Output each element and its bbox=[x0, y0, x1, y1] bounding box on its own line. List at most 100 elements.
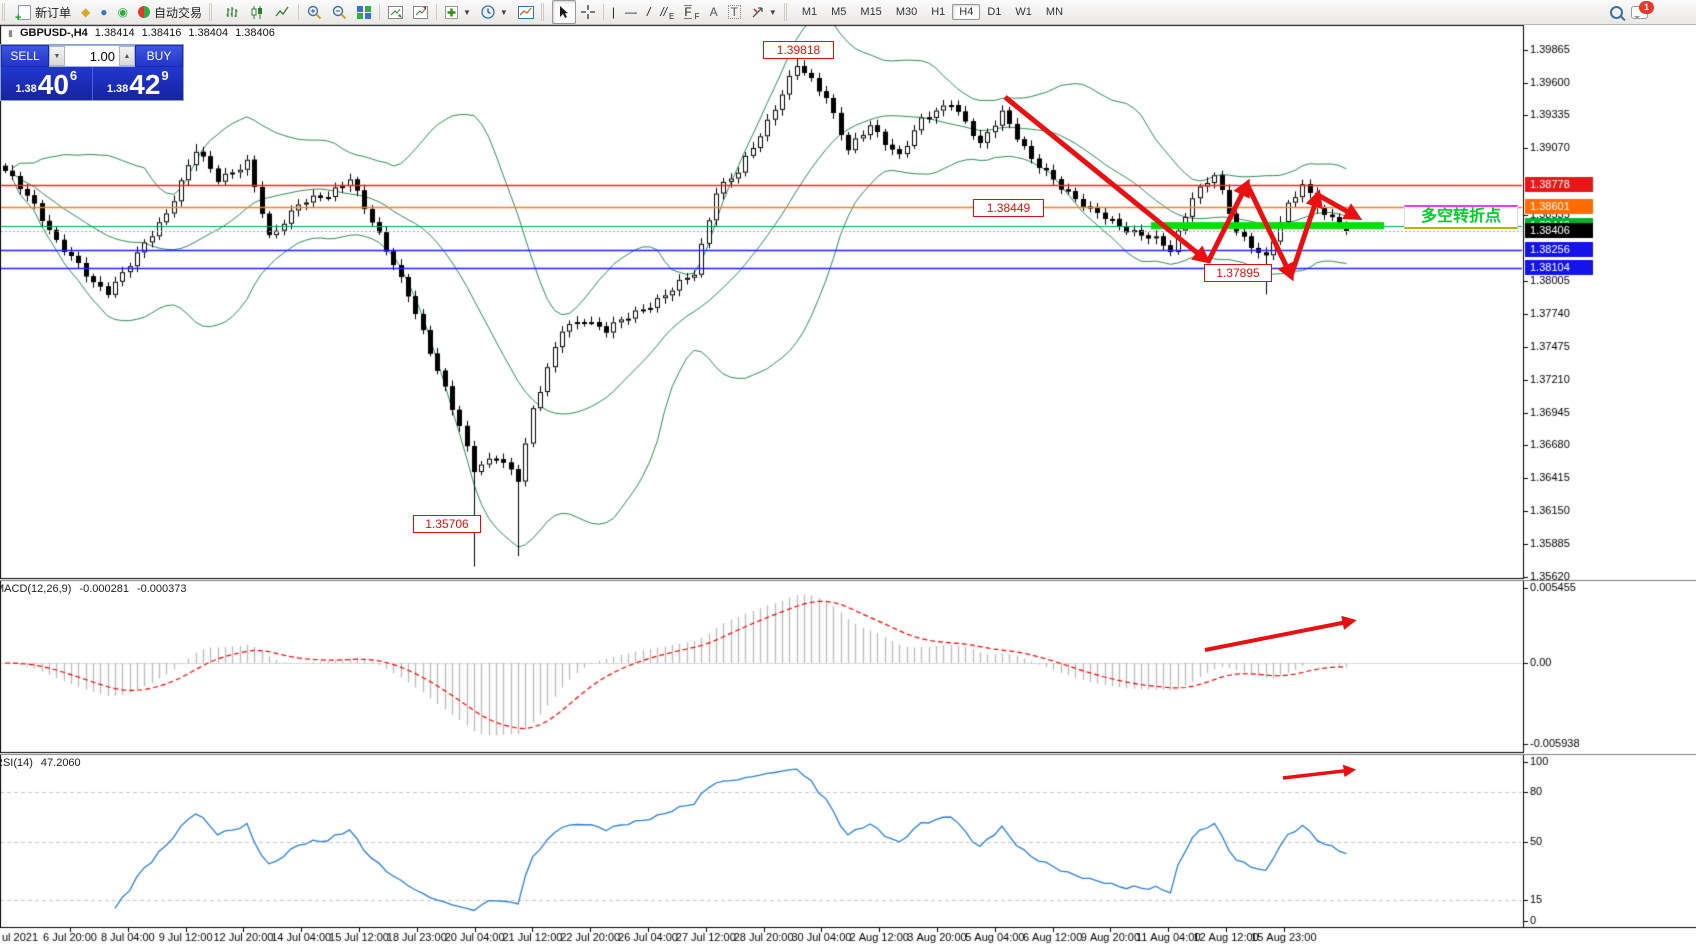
text-tool[interactable]: A bbox=[709, 5, 718, 19]
volume-up-button[interactable]: ▲ bbox=[119, 46, 135, 66]
zoom-in-icon bbox=[307, 5, 322, 19]
symbol-label: GBPUSD-,H4 bbox=[19, 27, 88, 39]
volume-down-button[interactable]: ▼ bbox=[49, 46, 65, 66]
buy-price-small: 1.38 bbox=[106, 83, 129, 95]
macd-value-main: -0.000281 bbox=[79, 583, 129, 595]
time-axis[interactable] bbox=[0, 927, 1523, 946]
ohlc-low: 1.38404 bbox=[188, 27, 229, 39]
one-click-trade-panel: SELL ▼ 1.00 ▲ BUY 1.38 40 6 1.38 42 9 bbox=[0, 44, 184, 101]
tab-timeframe-m30[interactable]: M30 bbox=[895, 6, 918, 18]
ohlc-high: 1.38416 bbox=[141, 27, 182, 39]
line-chart-button[interactable] bbox=[270, 1, 295, 23]
chevron-down-icon: ▼ bbox=[463, 7, 471, 17]
shift-chart-icon bbox=[413, 5, 428, 19]
sell-button[interactable]: SELL bbox=[1, 45, 49, 67]
arrange-charts-icon bbox=[388, 5, 403, 19]
toolbar-grip[interactable] bbox=[2, 3, 11, 21]
tab-timeframe-h1[interactable]: H1 bbox=[931, 6, 946, 18]
annotation-pivot-price-label[interactable]: 1.38449 bbox=[973, 199, 1044, 217]
toolbar: + 新订单 ◆ ● ◉ 自动交易 ▼ ▼ bbox=[0, 0, 1696, 25]
candlestick-chart-button[interactable] bbox=[245, 1, 270, 23]
cursor-tool-button[interactable] bbox=[551, 0, 576, 24]
signals-button[interactable]: ◉ bbox=[113, 1, 133, 23]
macd-name: MACD(12,26,9) bbox=[0, 583, 72, 595]
tile-windows-button[interactable] bbox=[352, 1, 376, 23]
buy-price-sup: 9 bbox=[161, 68, 169, 83]
tab-timeframe-m5[interactable]: M5 bbox=[831, 6, 847, 18]
text-label-tool[interactable]: T bbox=[723, 1, 746, 23]
crosshair-tool-button[interactable] bbox=[576, 1, 600, 23]
price-axis[interactable] bbox=[1524, 25, 1696, 927]
auto-trading-button[interactable]: 自动交易 bbox=[133, 1, 207, 23]
zoom-out-button[interactable] bbox=[327, 1, 352, 23]
horizontal-line-tool[interactable]: — bbox=[624, 5, 637, 19]
tab-timeframe-d1[interactable]: D1 bbox=[987, 6, 1002, 18]
new-order-button[interactable]: + 新订单 bbox=[13, 1, 76, 23]
arrange-charts-button[interactable] bbox=[383, 1, 408, 23]
crosshair-icon bbox=[580, 5, 595, 19]
bar-chart-icon bbox=[226, 6, 238, 17]
auto-trading-label: 自动交易 bbox=[153, 5, 202, 20]
trendline-tool[interactable]: / bbox=[646, 5, 651, 19]
tab-timeframe-w1[interactable]: W1 bbox=[1015, 6, 1032, 18]
toolbar-grip[interactable] bbox=[209, 3, 218, 21]
signal-icon: ◉ bbox=[117, 5, 128, 19]
ohlc-close: 1.38406 bbox=[235, 27, 275, 39]
fibonacci-tool-sub: F bbox=[694, 12, 700, 21]
buy-price[interactable]: 1.38 42 9 bbox=[93, 67, 184, 100]
add-indicator-icon bbox=[445, 5, 458, 19]
zoom-in-button[interactable] bbox=[302, 1, 327, 23]
cursor-icon bbox=[559, 6, 568, 18]
tile-windows-icon bbox=[357, 5, 371, 19]
profile-icon: ● bbox=[100, 5, 108, 19]
macd-value-signal: -0.000373 bbox=[136, 583, 187, 595]
sell-price-small: 1.38 bbox=[15, 83, 37, 95]
templates-button[interactable] bbox=[513, 1, 539, 23]
tab-timeframe-m1[interactable]: M1 bbox=[801, 6, 818, 18]
buy-button[interactable]: BUY bbox=[135, 45, 183, 67]
symbol-icon: ▮ bbox=[8, 27, 13, 38]
channel-tool[interactable]: //E bbox=[660, 5, 675, 21]
candlestick-chart-icon bbox=[251, 5, 262, 19]
panel-divider[interactable] bbox=[0, 577, 1696, 582]
template-icon bbox=[517, 5, 534, 19]
macd-label-row: MACD(12,26,9) -0.000281 -0.000373 bbox=[0, 583, 187, 595]
shift-chart-button[interactable] bbox=[408, 1, 433, 23]
tab-timeframe-m15[interactable]: M15 bbox=[860, 6, 882, 18]
zoom-out-icon bbox=[332, 5, 347, 19]
annotation-low-label[interactable]: 1.37895 bbox=[1204, 264, 1272, 282]
symbol-ohlc-bar: ▮ GBPUSD-,H4 1.38414 1.38416 1.38404 1.3… bbox=[8, 27, 275, 39]
sell-price-big: 40 bbox=[37, 69, 69, 100]
bar-chart-button[interactable] bbox=[220, 1, 245, 23]
annotation-pivot-text[interactable]: 多空转折点 bbox=[1404, 205, 1518, 229]
sell-price-sup: 6 bbox=[69, 68, 78, 83]
channel-tool-sub: E bbox=[668, 12, 675, 21]
search-icon[interactable] bbox=[1610, 5, 1623, 19]
sell-price[interactable]: 1.38 40 6 bbox=[1, 67, 93, 100]
brush-icon: ◆ bbox=[81, 5, 91, 19]
period-button[interactable]: ▼ bbox=[476, 1, 513, 23]
annotation-bottom-label[interactable]: 1.35706 bbox=[413, 515, 481, 533]
ohlc-open: 1.38414 bbox=[94, 27, 135, 39]
tab-timeframe-h4[interactable]: H4 bbox=[952, 4, 981, 20]
panel-divider[interactable] bbox=[0, 751, 1696, 756]
toolbar-grip[interactable] bbox=[783, 3, 793, 21]
tab-timeframe-mn[interactable]: MN bbox=[1045, 6, 1064, 18]
new-order-label: 新订单 bbox=[35, 5, 72, 20]
new-order-icon: + bbox=[15, 4, 31, 23]
annotation-high-label[interactable]: 1.39818 bbox=[763, 41, 834, 59]
vertical-line-tool[interactable]: | bbox=[611, 5, 615, 19]
rsi-value: 47.2060 bbox=[40, 757, 81, 769]
auto-trading-icon bbox=[137, 6, 150, 18]
profile-button[interactable]: ● bbox=[95, 1, 112, 23]
toolbar-grip[interactable] bbox=[540, 3, 550, 21]
chat-icon[interactable]: 1 bbox=[1631, 0, 1654, 19]
line-chart-icon bbox=[275, 6, 289, 16]
add-indicator-button[interactable]: ▼ bbox=[440, 1, 476, 23]
arrows-tool[interactable]: ▼ bbox=[746, 1, 782, 23]
volume-value[interactable]: 1.00 bbox=[65, 46, 119, 66]
rsi-label-row: RSI(14) 47.2060 bbox=[0, 757, 81, 769]
styler-button[interactable]: ◆ bbox=[76, 1, 95, 23]
